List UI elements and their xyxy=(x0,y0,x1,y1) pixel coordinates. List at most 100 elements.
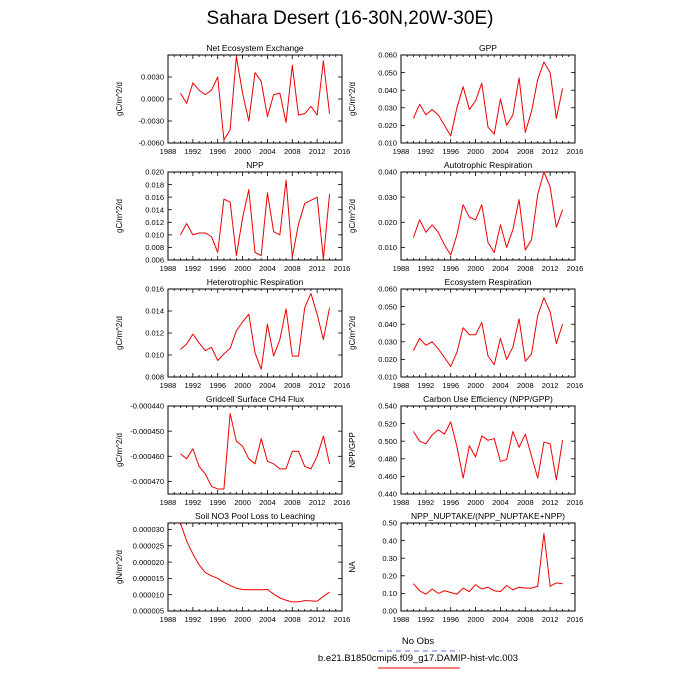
series-line xyxy=(413,421,564,481)
x-tick-label: 2016 xyxy=(567,381,584,390)
x-tick-label: 2016 xyxy=(567,264,584,273)
x-tick-label: 2016 xyxy=(334,615,351,624)
x-tick-label: 2000 xyxy=(234,264,251,273)
chart-title: Gridcell Surface CH4 Flux xyxy=(206,394,305,404)
y-tick-label: 0.40 xyxy=(382,536,397,545)
y-tick-label: 0.060 xyxy=(378,285,397,294)
chart-panel-4: Autotrophic Respiration 1988 1992 1996 2000 2… xyxy=(348,160,583,273)
y-axis-label: gC/m^2/d xyxy=(115,199,124,233)
y-tick-label: 0.540 xyxy=(378,402,397,411)
y-axis-label: gC/m^2/d xyxy=(348,199,357,233)
chart-panel-3: NPP 1988 1992 1996 2000 2004 2008 2012 2016 0.006… xyxy=(115,160,350,273)
y-tick-label: 0.000015 xyxy=(133,574,164,583)
x-tick-label: 1996 xyxy=(209,498,226,507)
y-tick-label: 0.016 xyxy=(145,285,164,294)
x-tick-label: 2012 xyxy=(542,498,559,507)
x-tick-label: 1988 xyxy=(393,264,410,273)
x-tick-label: 2008 xyxy=(517,498,534,507)
chart-title: Autotrophic Respiration xyxy=(444,160,533,170)
x-tick-label: 2004 xyxy=(259,615,276,624)
x-tick-label: 2016 xyxy=(334,147,351,156)
series-line xyxy=(413,533,563,595)
x-tick-label: 2004 xyxy=(492,615,509,624)
y-tick-label: 0.040 xyxy=(378,86,397,95)
x-tick-label: 2016 xyxy=(334,264,351,273)
y-tick-label: 0.000030 xyxy=(133,525,164,534)
x-tick-label: 1996 xyxy=(442,147,459,156)
y-axis-label: gC/m^2/d xyxy=(115,316,124,350)
y-tick-label: 0.016 xyxy=(145,193,164,202)
chart-panel-5: Heterotrophic Respiration 1988 1992 1996 200… xyxy=(115,277,350,390)
y-tick-label: 0.30 xyxy=(382,554,397,563)
y-axis-label: gC/m^2/d xyxy=(348,316,357,350)
x-tick-label: 2004 xyxy=(259,498,276,507)
x-tick-label: 2012 xyxy=(542,264,559,273)
x-tick-label: 1996 xyxy=(209,147,226,156)
y-tick-label: 0.050 xyxy=(378,68,397,77)
x-tick-label: 1996 xyxy=(209,264,226,273)
y-tick-label: 0.012 xyxy=(145,329,164,338)
chart-title: Soil NO3 Pool Loss to Leaching xyxy=(195,511,315,521)
x-tick-label: 2016 xyxy=(567,615,584,624)
x-tick-label: 1992 xyxy=(418,498,435,507)
x-tick-label: 1988 xyxy=(393,381,410,390)
y-tick-label: -0.0060 xyxy=(139,139,164,148)
x-tick-label: 1988 xyxy=(393,615,410,624)
y-tick-label: 0.010 xyxy=(145,351,164,360)
x-tick-label: 2016 xyxy=(567,147,584,156)
x-tick-label: 2004 xyxy=(492,264,509,273)
chart-title: GPP xyxy=(479,43,497,53)
x-tick-label: 1992 xyxy=(418,381,435,390)
y-tick-label: 0.000025 xyxy=(133,542,164,551)
y-tick-label: 0.060 xyxy=(378,51,397,60)
x-tick-label: 1996 xyxy=(442,381,459,390)
x-tick-label: 1996 xyxy=(209,615,226,624)
x-tick-label: 2000 xyxy=(234,147,251,156)
y-tick-label: 0.020 xyxy=(378,121,397,130)
x-tick-label: 1988 xyxy=(393,147,410,156)
x-tick-label: 2000 xyxy=(467,381,484,390)
y-tick-label: -0.000470 xyxy=(130,477,164,486)
chart-title: Heterotrophic Respiration xyxy=(207,277,304,287)
x-tick-label: 1988 xyxy=(160,381,177,390)
x-tick-label: 2008 xyxy=(284,615,301,624)
y-tick-label: 0.020 xyxy=(378,218,397,227)
series-line xyxy=(412,61,564,137)
y-tick-label: 0.014 xyxy=(145,307,164,316)
chart-panel-2: GPP 1988 1992 1996 2000 2004 2008 2012 2016 0.010… xyxy=(348,43,583,156)
y-tick-label: 0.014 xyxy=(145,205,164,214)
x-tick-label: 2000 xyxy=(467,264,484,273)
y-tick-label: 0.030 xyxy=(378,338,397,347)
chart-title: NPP xyxy=(246,160,264,170)
page-title: Sahara Desert (16-30N,20W-30E) xyxy=(206,8,494,29)
x-tick-label: 2012 xyxy=(309,615,326,624)
chart-panel-9: Soil NO3 Pool Loss to Leaching 1988 1992 19… xyxy=(115,511,350,624)
y-tick-label: 0.0000 xyxy=(141,95,164,104)
x-tick-label: 2008 xyxy=(517,147,534,156)
chart-panel-10: NPP_NUPTAKE/(NPP_NUPTAKE+NPP) 1988 1992 199… xyxy=(348,511,583,624)
x-tick-label: 2008 xyxy=(284,264,301,273)
chart-panel-6: Ecosystem Respiration 1988 1992 1996 2000 200… xyxy=(348,277,583,390)
y-axis-label: gC/m^2/d xyxy=(115,433,124,467)
x-tick-label: 2012 xyxy=(542,615,559,624)
y-tick-label: 0.020 xyxy=(145,168,164,177)
x-tick-label: 2000 xyxy=(467,615,484,624)
x-tick-label: 2012 xyxy=(542,381,559,390)
y-tick-label: 0.018 xyxy=(145,180,164,189)
chart-title: NPP_NUPTAKE/(NPP_NUPTAKE+NPP) xyxy=(411,511,565,521)
x-tick-label: 2008 xyxy=(284,147,301,156)
x-tick-label: 2012 xyxy=(309,381,326,390)
x-tick-label: 2004 xyxy=(259,264,276,273)
series-line xyxy=(179,522,330,603)
x-tick-label: 2000 xyxy=(467,498,484,507)
x-tick-label: 2016 xyxy=(567,498,584,507)
x-tick-label: 1988 xyxy=(160,147,177,156)
y-tick-label: -0.0030 xyxy=(139,117,164,126)
y-tick-label: 0.006 xyxy=(145,256,164,265)
y-tick-label: 0.10 xyxy=(382,589,397,598)
x-tick-label: 1992 xyxy=(418,615,435,624)
x-tick-label: 1992 xyxy=(185,498,202,507)
legend-label: b.e21.B1850cmip6.f09_g17.DAMIP-hist-vlc.… xyxy=(318,653,518,664)
x-tick-label: 1988 xyxy=(160,498,177,507)
y-tick-label: 0.20 xyxy=(382,572,397,581)
